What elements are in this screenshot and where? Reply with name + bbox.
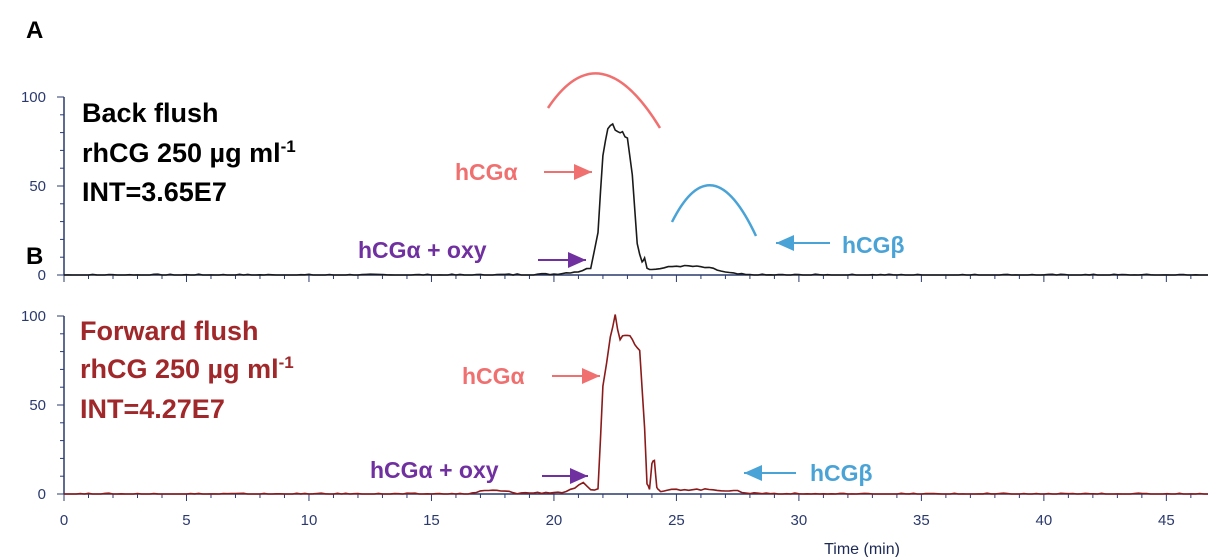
- panel-b-conc-text: rhCG 250 µg ml: [80, 354, 279, 384]
- panel-b-concentration: rhCG 250 µg ml-1: [80, 353, 294, 384]
- panel-a-y-ticks: 0 50 100: [21, 89, 46, 284]
- panel-a-trace-line: [63, 122, 1208, 276]
- panel-b-x-tick-label: 30: [791, 512, 808, 529]
- panel-a-intensity: INT=3.65E7: [82, 177, 227, 207]
- panel-a-oxy-label: hCGα + oxy: [358, 237, 487, 263]
- panel-a-beta-label: hCGβ: [842, 232, 905, 258]
- panel-b-y-tick-label: 0: [38, 486, 46, 503]
- panel-letter-a: A: [26, 17, 43, 44]
- panel-b-x-tick-label: 0: [60, 512, 68, 529]
- panel-a-y-tick-label: 100: [21, 89, 46, 106]
- panel-b-x-ticks: 0 5 10 15 20 25 30 35 40 45: [60, 512, 1175, 529]
- panel-b-x-tick-label: 35: [913, 512, 930, 529]
- panel-b-x-tick-label: 25: [668, 512, 685, 529]
- panel-b-title: Forward flush: [80, 316, 259, 346]
- panel-b-x-tick-label: 15: [423, 512, 440, 529]
- panel-b-y-ticks: 0 50 100: [21, 308, 46, 503]
- panel-b-trace-line: [64, 314, 1208, 495]
- panel-b-conc-sup: -1: [279, 353, 294, 372]
- panel-b-x-tick-label: 40: [1036, 512, 1053, 529]
- panel-b-oxy-label: hCGα + oxy: [370, 457, 499, 483]
- panel-b-x-tick-label: 45: [1158, 512, 1175, 529]
- x-axis-title: Time (min): [824, 541, 900, 557]
- panel-b-x-tick-label: 20: [546, 512, 563, 529]
- panel-a-chart: 0 50 100 Back flush rhCG 250 µg ml-1 INT=3…: [21, 72, 1208, 284]
- panel-a-alpha-arc: [546, 72, 662, 129]
- panel-b-y-tick-label: 50: [29, 397, 46, 414]
- panel-a-beta-arc: [670, 183, 758, 237]
- panel-b-x-tick-label: 5: [182, 512, 190, 529]
- panel-a-y-tick-label: 0: [38, 267, 46, 284]
- panel-b-y-tick-label: 100: [21, 308, 46, 325]
- panel-a-concentration: rhCG 250 µg ml-1: [82, 137, 296, 168]
- panel-b-x-tick-label: 10: [301, 512, 318, 529]
- panel-b-beta-label: hCGβ: [810, 460, 873, 486]
- panel-letter-b: B: [26, 243, 43, 270]
- panel-a-axes: [57, 96, 1208, 282]
- panel-b-intensity: INT=4.27E7: [80, 394, 225, 424]
- panel-a-conc-text: rhCG 250 µg ml: [82, 138, 281, 168]
- panel-b-alpha-label: hCGα: [462, 363, 525, 389]
- panel-a-title: Back flush: [82, 98, 219, 128]
- panel-a-y-tick-label: 50: [29, 178, 46, 195]
- panel-a-conc-sup: -1: [281, 137, 296, 156]
- panel-a-alpha-label: hCGα: [455, 159, 518, 185]
